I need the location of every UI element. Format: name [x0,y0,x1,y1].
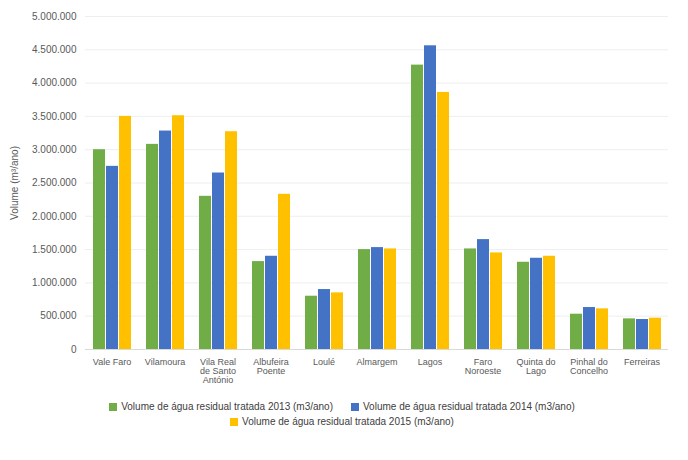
svg-text:2.500.000: 2.500.000 [32,177,77,188]
svg-text:Volume (m³/ano): Volume (m³/ano) [9,146,20,220]
svg-text:500.000: 500.000 [40,310,77,321]
svg-text:4.000.000: 4.000.000 [32,77,77,88]
svg-text:Vilamoura: Vilamoura [145,357,185,367]
svg-text:0: 0 [71,344,77,355]
svg-text:Quinta doLago: Quinta doLago [516,357,555,376]
svg-text:5.000.000: 5.000.000 [32,11,77,22]
html-text:Volume de água residual tratad: Volume de água residual tratada 2015 (m3… [242,416,454,427]
svg-text:FaroNoroeste: FaroNoroeste [465,357,502,376]
svg-text:Vale Faro: Vale Faro [93,357,131,367]
svg-text:3.500.000: 3.500.000 [32,111,77,122]
svg-text:Vila Realde SantoAntónio: Vila Realde SantoAntónio [200,357,236,385]
svg-text:1.000.000: 1.000.000 [32,277,77,288]
html-text:Volume de água residual tratad: Volume de água residual tratada 2013 (m3… [121,401,333,412]
svg-text:Loulé: Loulé [313,357,335,367]
svg-text:1.500.000: 1.500.000 [32,244,77,255]
svg-text:3.000.000: 3.000.000 [32,144,77,155]
svg-text:Lagos: Lagos [418,357,443,367]
svg-text:Ferreiras: Ferreiras [624,357,661,367]
svg-text:2.000.000: 2.000.000 [32,211,77,222]
svg-text:4.500.000: 4.500.000 [32,44,77,55]
svg-text:Almargem: Almargem [356,357,397,367]
html-text:Volume de água residual tratad: Volume de água residual tratada 2014 (m3… [363,401,575,412]
svg-text:AlbufeiraPoente: AlbufeiraPoente [253,357,289,376]
svg-text:Pinhal doConcelho: Pinhal doConcelho [570,357,608,376]
